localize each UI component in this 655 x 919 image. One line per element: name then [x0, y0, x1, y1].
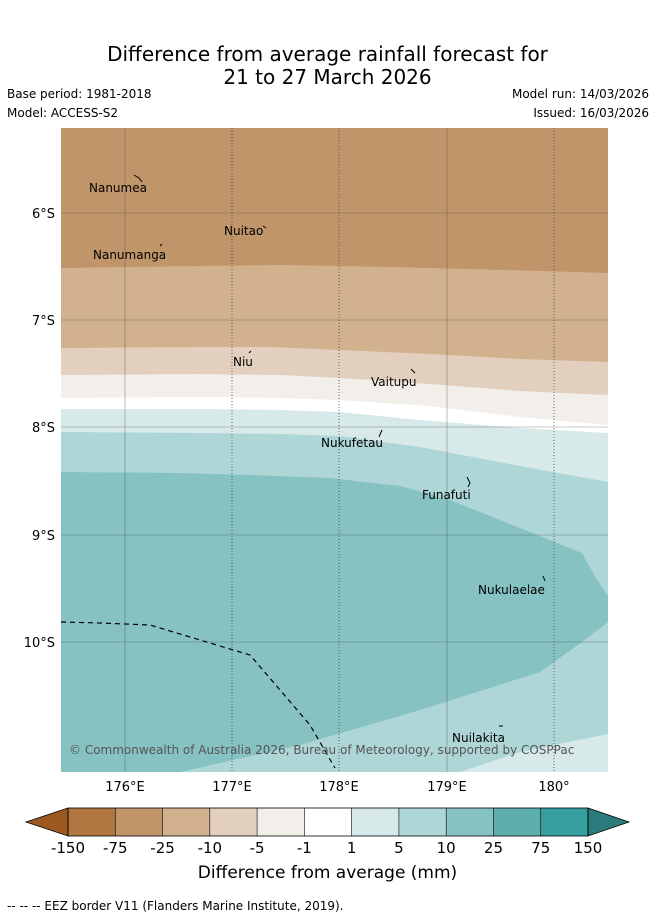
lat-8s: 8°S — [32, 421, 55, 436]
place-labels: Nanumea Nuitao Nanumanga Niu Vaitupu Nuk… — [89, 181, 545, 745]
issued-date: Issued: 16/03/2026 — [533, 106, 649, 120]
label-nuilakita: Nuilakita — [452, 731, 505, 745]
map-dotted-meridians — [231, 128, 555, 772]
colorbar-title: Difference from average (mm) — [197, 863, 458, 883]
colorbar-tick-label: 75 — [531, 839, 550, 857]
colorbar-segment — [115, 808, 163, 836]
colorbar-tick-label: 150 — [574, 839, 603, 857]
copyright-notice: © Commonwealth of Australia 2026, Bureau… — [69, 743, 574, 757]
lat-10s: 10°S — [24, 636, 55, 651]
island-shape-nanumea — [133, 174, 143, 183]
eez-border-line — [61, 621, 336, 769]
colorbar-tick-label: 1 — [347, 839, 357, 857]
island-outlines — [133, 174, 546, 727]
island-shape-nanumanga — [159, 243, 163, 247]
island-shape-nuitao — [262, 225, 267, 229]
colorbar-extend-right — [587, 807, 631, 837]
colorbar-segment — [162, 808, 210, 836]
label-nanumanga: Nanumanga — [93, 248, 166, 262]
lon-179e: 179°E — [427, 780, 467, 795]
colorbar-segment — [68, 808, 116, 836]
island-shape-funafuti — [466, 476, 471, 488]
lat-7s: 7°S — [32, 314, 55, 329]
longitude-labels: 176°E 177°E 178°E 179°E 180° — [105, 780, 569, 795]
colorbar-segment — [446, 808, 494, 836]
label-nukufetau: Nukufetau — [321, 436, 383, 450]
colorbar-segment — [398, 808, 447, 836]
base-period: Base period: 1981-2018 — [7, 87, 152, 101]
label-nuitao: Nuitao — [224, 224, 263, 238]
colorbar-tick-label: -1 — [297, 839, 312, 857]
lon-177e: 177°E — [212, 780, 252, 795]
colorbar-segment — [304, 808, 352, 836]
lon-180: 180° — [538, 780, 569, 795]
label-nukulaelae: Nukulaelae — [478, 583, 545, 597]
colorbar-tick-label: -10 — [198, 839, 223, 857]
label-vaitupu: Vaitupu — [371, 375, 417, 389]
latitude-labels: 6°S 7°S 8°S 9°S 10°S — [24, 207, 55, 651]
island-shape-niu — [248, 350, 252, 354]
colorbar-tick-label: -25 — [150, 839, 175, 857]
title-line-2: 21 to 27 March 2026 — [223, 65, 432, 89]
colorbar-segment — [257, 808, 305, 836]
label-funafuti: Funafuti — [422, 488, 471, 502]
colorbar-segment — [540, 808, 588, 836]
colorbar-tick-label: -5 — [250, 839, 265, 857]
lat-6s: 6°S — [32, 207, 55, 222]
lon-178e: 178°E — [319, 780, 359, 795]
colorbar-tick-label: 5 — [394, 839, 404, 857]
title-line-1: Difference from average rainfall forecas… — [107, 42, 548, 66]
lon-176e: 176°E — [105, 780, 145, 795]
lat-9s: 9°S — [32, 529, 55, 544]
colorbar-extend-left — [24, 807, 69, 837]
model-run: Model run: 14/03/2026 — [511, 87, 649, 101]
colorbar-tick-label: -75 — [103, 839, 128, 857]
island-shape-vaitupu — [410, 368, 416, 374]
map-gridlines — [61, 128, 608, 772]
colorbar-tick-label: 10 — [437, 839, 456, 857]
colorbar-tick-label: 25 — [484, 839, 503, 857]
band-plus-5-south — [460, 734, 608, 772]
model-name: Model: ACCESS-S2 — [7, 106, 119, 120]
label-nanumea: Nanumea — [89, 181, 147, 195]
band-plus-25 — [61, 472, 608, 772]
colorbar-tick-label: -150 — [51, 839, 85, 857]
island-shape-nukulaelae — [542, 575, 546, 582]
island-shape-nukufetau — [378, 429, 383, 438]
eez-footnote: -- -- -- EEZ border V11 (Flanders Marine… — [7, 899, 344, 913]
colorbar-segment — [493, 808, 541, 836]
contour-fill-group: Nanumea Nuitao Nanumanga Niu Vaitupu Nuk… — [61, 128, 608, 772]
colorbar-segment — [209, 808, 258, 836]
label-niu: Niu — [233, 355, 253, 369]
colorbar-segment — [351, 808, 399, 836]
colorbar: -150 -75 -25 -10 -5 -1 1 5 10 25 75 150 — [24, 807, 631, 857]
